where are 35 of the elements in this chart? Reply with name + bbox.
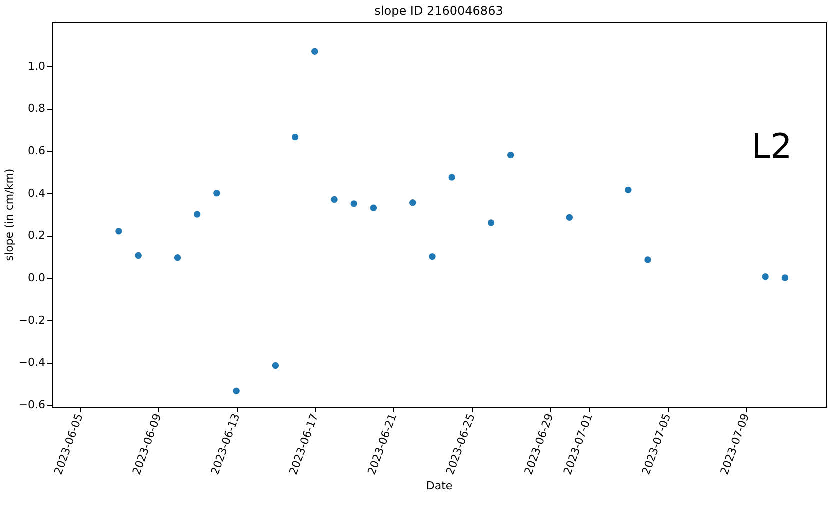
point xyxy=(272,362,280,370)
point xyxy=(448,174,456,181)
chart-title: slope ID 2160046863 xyxy=(374,4,504,18)
point xyxy=(214,190,220,197)
point xyxy=(194,211,201,218)
y-tick-label: 0.6 xyxy=(28,144,46,158)
point xyxy=(331,196,338,204)
y-tick-label: 0.2 xyxy=(28,229,46,242)
y-tick-label: −0.2 xyxy=(18,314,46,327)
y-tick-label: 1.0 xyxy=(28,60,46,73)
point xyxy=(312,48,318,55)
point xyxy=(350,200,358,208)
annotation: L2 xyxy=(752,127,792,167)
point xyxy=(507,152,514,159)
y-tick-label: −0.4 xyxy=(18,356,46,370)
y-tick-label: 0.0 xyxy=(28,271,46,284)
point xyxy=(625,186,632,194)
point xyxy=(135,252,142,260)
point xyxy=(174,254,182,262)
point xyxy=(644,256,652,264)
point xyxy=(762,274,769,280)
point xyxy=(566,214,573,222)
point xyxy=(116,228,122,235)
point xyxy=(429,253,436,260)
point xyxy=(233,388,240,394)
y-tick-label: −0.6 xyxy=(18,398,46,412)
x-axis-title: Date xyxy=(426,479,453,492)
point xyxy=(292,134,299,141)
point xyxy=(370,204,378,212)
y-axis-title: slope (in cm/km) xyxy=(2,168,16,262)
y-tick-label: 0.4 xyxy=(28,186,46,200)
point xyxy=(782,274,789,282)
point xyxy=(488,220,495,226)
point xyxy=(410,200,416,206)
y-tick-label: 0.8 xyxy=(28,102,46,116)
